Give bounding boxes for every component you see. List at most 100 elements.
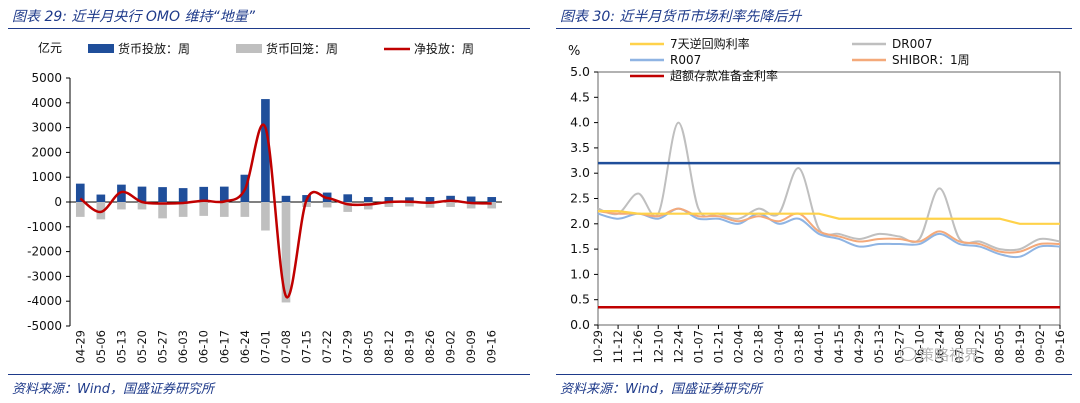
- withdrawal-bar: [75, 202, 85, 217]
- dr007-line: [597, 121, 1061, 252]
- legend-injection-label: 货币投放：周: [118, 41, 190, 56]
- y-tick-label: -3000: [27, 269, 62, 283]
- right-source-note: 资料来源：Wind，国盛证券研究所: [560, 382, 762, 397]
- x-tick-label: 04-29: [73, 330, 87, 363]
- omo-bar-chart: 亿元 5000 4000 3000 2000 1000 0 -1000 -2000 -3000 -4…: [27, 40, 502, 363]
- excess-reserve-rate-legend-label: 超额存款准备金利率: [670, 68, 778, 83]
- x-tick-label: 09-02: [444, 330, 458, 363]
- x-tick-label: 07-22: [973, 330, 987, 363]
- y-axis-unit-label: 亿元: [38, 40, 62, 55]
- x-tick-label: 05-06: [94, 330, 108, 363]
- injection-bar: [343, 194, 353, 202]
- injection-bar: [261, 99, 270, 202]
- injection-bar: [487, 197, 497, 202]
- x-tick-label: 11-12: [611, 330, 625, 363]
- x-tick-label: 12-24: [671, 330, 685, 363]
- x-tick-label: 05-13: [114, 330, 128, 363]
- withdrawal-bar: [343, 202, 353, 212]
- y-tick-label: 3.5: [570, 140, 590, 155]
- x-tick-label: 08-26: [423, 330, 437, 363]
- watermark: 策略视界: [900, 344, 979, 365]
- legend-injection-swatch: [88, 44, 114, 53]
- legend-net-label: 净投放：周: [414, 41, 474, 56]
- y-tick-label: 5.0: [570, 64, 590, 79]
- x-tick-label: 04-15: [832, 330, 846, 363]
- y-tick-label: 1.5: [570, 241, 590, 256]
- y-tick-label: 2000: [31, 145, 62, 159]
- x-tick-label: 06-24: [238, 330, 252, 363]
- injection-bar: [405, 197, 414, 202]
- legend-withdrawal-label: 货币回笼：周: [266, 41, 338, 56]
- y-tick-label: -1000: [27, 220, 62, 234]
- injection-bar: [137, 186, 147, 202]
- plot-frame: [597, 71, 1061, 326]
- left-bottom-rule: [8, 374, 530, 375]
- x-tick-label: 04-01: [812, 330, 826, 363]
- shibor-1w-line: [597, 207, 1061, 254]
- reverse-repo-rate-legend-label: 7天逆回购利率: [670, 36, 750, 51]
- x-tick-label: 07-08: [279, 330, 293, 363]
- y-tick-label: 4.5: [570, 89, 590, 104]
- x-tick-label: 10-29: [591, 330, 605, 363]
- x-tick-label: 06-17: [217, 330, 231, 363]
- y-tick-label: 3.0: [570, 165, 590, 180]
- withdrawal-bar: [240, 202, 250, 217]
- injection-bar: [425, 197, 435, 202]
- withdrawal-bar: [466, 202, 476, 209]
- injection-bar: [281, 195, 291, 202]
- withdrawal-bar: [487, 202, 497, 209]
- reverse-repo-rate-line: [598, 210, 1060, 225]
- y-tick-label: 2.5: [570, 191, 590, 206]
- y-tick-label: 5000: [31, 71, 62, 85]
- x-tick-label: 09-09: [464, 330, 478, 363]
- right-top-rule: [556, 28, 1072, 29]
- x-tick-label: 07-01: [258, 330, 272, 363]
- x-tick-label: 07-29: [341, 330, 355, 363]
- x-tick-label: 05-27: [156, 330, 170, 363]
- dr007-legend-label: DR007: [892, 37, 932, 51]
- legend-withdrawal-swatch: [236, 44, 262, 53]
- x-tick-label: 03-04: [772, 330, 786, 363]
- x-tick-label: 09-16: [1053, 330, 1067, 363]
- withdrawal-bar: [405, 202, 414, 207]
- x-tick-label: 02-04: [732, 330, 746, 363]
- withdrawal-bar: [261, 202, 270, 231]
- left-chart-panel: 图表 29: 近半月央行 OMO 维持“地量” 亿元 5000 4000 3000 20…: [0, 0, 538, 403]
- injection-bar: [199, 186, 209, 202]
- withdrawal-bar: [302, 202, 311, 207]
- left-chart-title: 图表 29: 近半月央行 OMO 维持“地量”: [12, 9, 255, 25]
- x-tick-label: 12-10: [651, 330, 665, 363]
- x-tick-label: 06-03: [176, 330, 190, 363]
- y-tick-label: 0: [54, 195, 62, 209]
- injection-bar: [219, 186, 229, 202]
- y-tick-label: 1.0: [570, 266, 590, 281]
- y-axis-unit-label: %: [568, 44, 580, 59]
- withdrawal-bar: [199, 202, 209, 216]
- y-tick-label: 4000: [31, 96, 62, 110]
- x-tick-label: 08-19: [402, 330, 416, 363]
- injection-bar: [96, 194, 106, 202]
- withdrawal-bar: [322, 202, 332, 208]
- withdrawal-bar: [425, 202, 435, 208]
- y-tick-label: -2000: [27, 245, 62, 259]
- withdrawal-bar: [281, 202, 291, 303]
- x-tick-label: 04-29: [852, 330, 866, 363]
- left-source-note: 资料来源：Wind，国盛证券研究所: [12, 382, 214, 397]
- right-chart-title: 图表 30: 近半月货币市场利率先降后升: [560, 9, 802, 25]
- x-tick-label: 07-15: [300, 330, 314, 363]
- injection-bar: [466, 196, 476, 202]
- y-tick-label: -4000: [27, 294, 62, 308]
- injection-bar: [384, 197, 394, 202]
- withdrawal-bar: [158, 202, 167, 219]
- watermark-text: 策略视界: [919, 346, 980, 364]
- r007-legend-label: R007: [670, 53, 701, 67]
- withdrawal-bar: [178, 202, 188, 217]
- x-tick-label: 11-26: [631, 330, 645, 363]
- y-tick-label: 0.0: [570, 317, 590, 332]
- y-tick-label: 1000: [31, 170, 62, 184]
- rates-line-chart: % 5.0 4.5 4.0 3.5 3.0 2.5 2.0 1.5 1.0 0.5 0.010-29 1…: [568, 36, 1067, 363]
- x-tick-label: 01-07: [691, 330, 705, 363]
- x-tick-label: 02-18: [752, 330, 766, 363]
- y-tick-label: 4.0: [570, 115, 590, 130]
- x-tick-label: 03-18: [792, 330, 806, 363]
